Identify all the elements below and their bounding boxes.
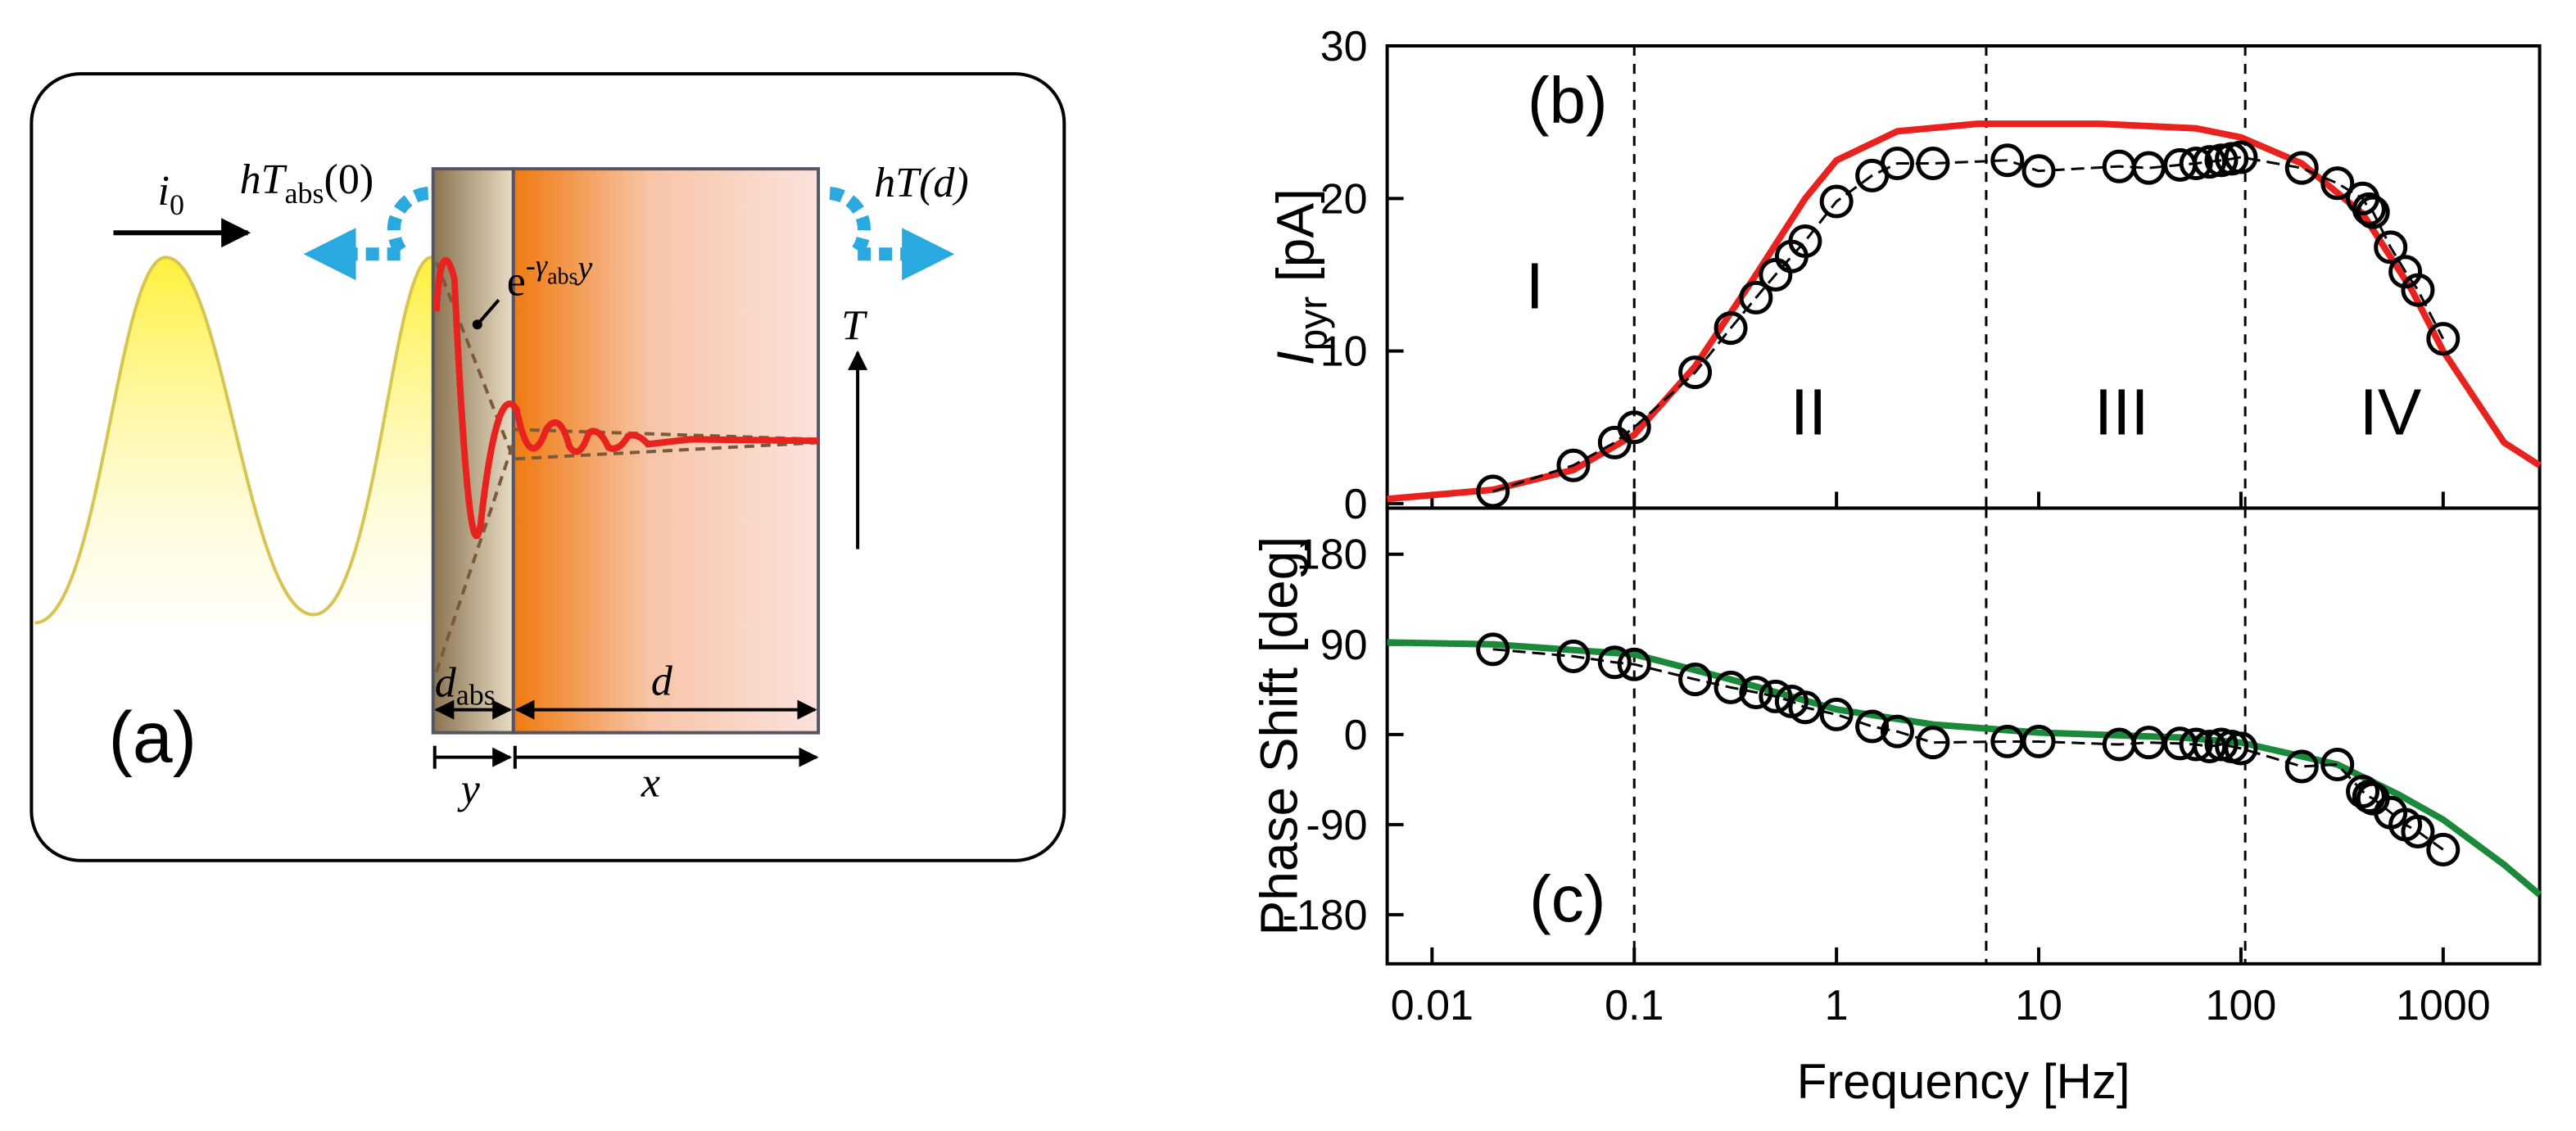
data-point (1556, 639, 1591, 673)
wave (34, 256, 432, 625)
panel-label: (c) (1529, 862, 1605, 935)
data-point (1759, 679, 1793, 713)
panel-label: (a) (108, 697, 197, 778)
label: T (841, 302, 867, 349)
label: i0 (158, 168, 184, 221)
data-point (1880, 714, 1914, 749)
x-tick-label: 1000 (2396, 982, 2491, 1029)
x-tick-label: 0.1 (1605, 982, 1664, 1029)
envelope (434, 261, 819, 461)
model-line (1387, 120, 2542, 503)
label: hTabs(0) (240, 156, 374, 210)
region-label: II (1791, 375, 1827, 448)
data-point (1739, 280, 1773, 314)
data-point (2352, 192, 2386, 226)
data-point (2320, 747, 2355, 782)
x-tick-label: 100 (2206, 982, 2277, 1029)
data-point (2374, 230, 2408, 265)
region-label: I (1526, 249, 1544, 322)
x-tick-label: 10 (2015, 982, 2062, 1029)
data-point (2193, 145, 2227, 179)
data-point (2284, 749, 2319, 784)
x-axis-label: Frequency [Hz] (1797, 1054, 2130, 1109)
y-tick-label: 0 (1344, 481, 1368, 528)
data-point (2426, 832, 2461, 866)
data-point (2224, 140, 2258, 174)
data-point (2284, 151, 2319, 185)
panel-label: (b) (1528, 64, 1608, 137)
data-point (1476, 632, 1510, 667)
data-point (1476, 474, 1510, 509)
data-point (2021, 724, 2056, 758)
y-axis-label-part: I (1266, 351, 1325, 365)
data-point (2320, 166, 2355, 201)
y-axis-label-part: [pA] (1266, 188, 1325, 296)
wave-fill (34, 257, 437, 623)
data-point (2021, 154, 2056, 188)
y-tick-label: 180 (1297, 532, 1368, 579)
data-point (1739, 675, 1773, 709)
y-tick-label: -180 (1282, 892, 1367, 939)
y-tick-label: 90 (1320, 622, 1368, 669)
region-label: IV (2360, 375, 2422, 448)
data-point (1617, 647, 1651, 681)
label: x (641, 760, 660, 807)
model-line (1387, 639, 2542, 898)
data-point (2401, 273, 2435, 307)
data-point (1788, 224, 1822, 258)
label: hT(d) (874, 160, 969, 206)
data-point (1916, 146, 1950, 180)
data-point (1714, 670, 1748, 704)
x-tick-label: 1 (1825, 982, 1849, 1029)
label: dabs (435, 660, 496, 712)
data-point (2356, 195, 2390, 229)
y-axis-label: Phase Shift [deg] (1250, 536, 1309, 936)
data-point (1819, 184, 1854, 219)
data-point (1990, 143, 2025, 178)
diagram: i0 hTabs(0) hT(d) e-γabsy T dabs d y x (… (29, 72, 1066, 862)
label: d (651, 658, 673, 705)
pointer-dot (472, 319, 482, 330)
data-point (1678, 663, 1713, 697)
pointer (476, 298, 500, 326)
loss-arrow (303, 187, 429, 281)
y-tick-label: 0 (1344, 712, 1368, 759)
data-point (2401, 814, 2435, 848)
region-label: III (2094, 375, 2149, 448)
data-point (1880, 146, 1914, 180)
connector (1492, 156, 2445, 493)
y-axis-label-part: Phase Shift [deg] (1250, 536, 1309, 936)
data-point (2179, 146, 2213, 180)
y-tick-label: 10 (1320, 328, 1368, 376)
data-point (2179, 727, 2213, 762)
data-point (1916, 726, 1950, 760)
data-point (1556, 448, 1591, 482)
y-tick-label: 20 (1320, 175, 1368, 223)
label: e-γabsy (507, 249, 593, 305)
temperature-wave (432, 257, 819, 540)
data-point (2131, 151, 2166, 185)
y-axis-label: Ipyr [pA] (1266, 188, 1336, 365)
data-point (2224, 731, 2258, 766)
label: y (457, 767, 481, 813)
data-point (1788, 690, 1822, 725)
data-point (1855, 709, 1890, 744)
y-tick-label: 30 (1320, 23, 1368, 70)
y-axis-label-part: pyr (1293, 296, 1336, 351)
data-point (1714, 311, 1748, 346)
x-tick-label: 0.01 (1391, 982, 1474, 1029)
data-point (2426, 322, 2461, 356)
data-point (1617, 410, 1651, 445)
data-point (1819, 697, 1854, 731)
y-tick-label: -90 (1306, 802, 1367, 849)
connector (1492, 648, 2444, 851)
data-point (1678, 355, 1713, 390)
data-point (1597, 645, 1632, 680)
loss-arrow (829, 187, 955, 281)
